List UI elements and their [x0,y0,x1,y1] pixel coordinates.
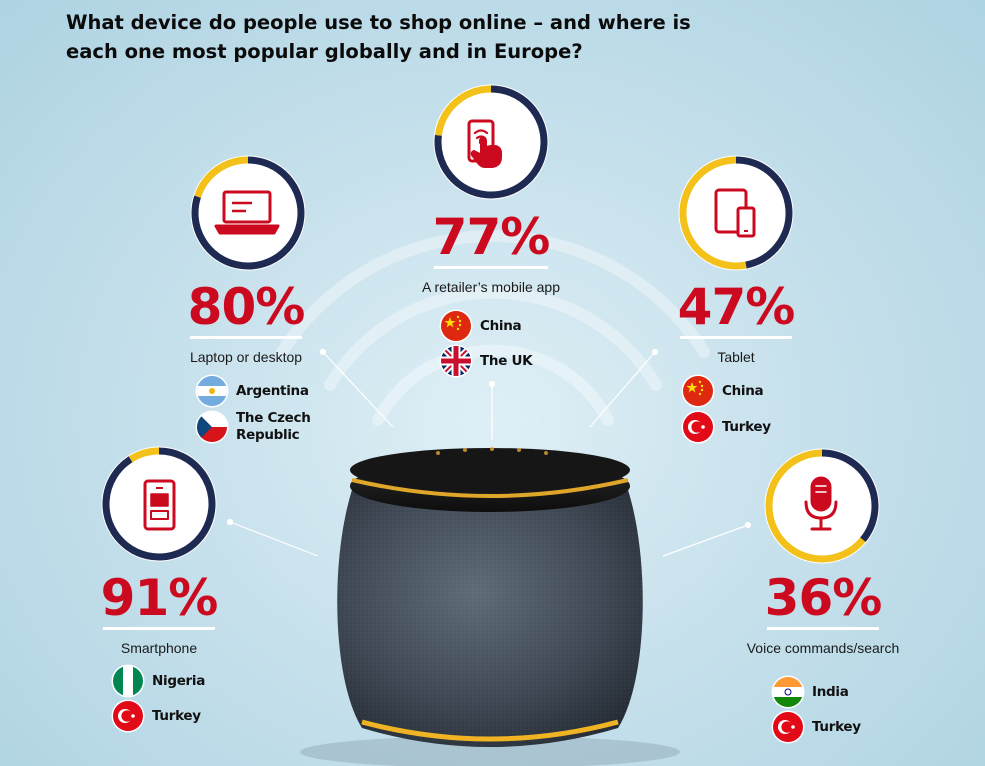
signal-arc-3 [276,230,710,358]
country-voice-1: India [773,677,849,707]
signal-arcs [276,230,710,426]
stat-voice: 36% Voice commands/search [743,573,903,656]
india-flag-icon [773,677,803,707]
country-tablet-1: China [683,376,764,406]
country-name: Turkey [722,418,771,435]
stat-label-app: A retailer’s mobile app [421,279,560,295]
connector-smartphone [229,521,319,557]
underline [434,266,548,269]
donut-remainder-arc-smartphone [128,447,160,463]
country-laptop-2: The Czech Republic [197,410,316,444]
china-flag-icon [683,376,713,406]
donut-remainder-arc-laptop [194,156,249,198]
country-name: Argentina [236,382,309,399]
stat-value-laptop: 80% [187,278,306,336]
underline [767,627,879,630]
signal-arc-2 [324,286,662,391]
country-name: Nigeria [152,672,206,689]
connector-laptop [322,351,394,428]
country-name: Turkey [152,707,201,724]
laptop-icon [214,190,280,235]
turkey-flag-icon [773,712,803,742]
donut-background [678,155,794,271]
stat-value-smartphone: 91% [100,569,219,627]
country-name: Turkey [812,718,861,735]
country-name: The UK [480,352,533,369]
donut-background [433,84,549,200]
turkey-flag-icon [113,701,143,731]
smartphone-icon [143,479,176,531]
stat-app: 77% A retailer’s mobile app [411,212,571,295]
connector-lines [226,348,752,557]
donut-remainder-arc-tablet [679,156,747,270]
china-flag-icon [441,311,471,341]
country-name: China [722,382,764,399]
turkey-flag-icon [683,412,713,442]
donut-value-arc-tablet [735,156,793,269]
donut-remainder-arc-voice [765,449,866,563]
stat-smartphone: 91% Smartphone [79,573,239,656]
donut-value-arc-app [434,85,548,199]
underline [103,627,215,630]
country-smartphone-2: Turkey [113,701,201,731]
stat-label-laptop: Laptop or desktop [189,349,303,365]
donut-background [190,155,306,271]
country-smartphone-1: Nigeria [113,666,205,696]
underline [680,336,792,339]
donut-value-arc-voice [821,449,879,543]
country-name: India [812,683,849,700]
nigeria-flag-icon [113,666,143,696]
microphone-icon [804,476,838,531]
country-name: China [480,317,522,334]
country-voice-2: Turkey [773,712,861,742]
czech-flag-icon [197,412,227,442]
connector-voice [662,524,749,557]
stat-laptop: 80% Laptop or desktop [166,282,326,365]
stat-tablet: 47% Tablet [656,282,816,365]
country-name: The Czech Republic [236,410,311,443]
donut-remainder-arc-app [434,85,492,136]
country-app-2: The UK [441,346,533,376]
page-title: What device do people use to shop online… [66,11,691,63]
stat-value-voice: 36% [764,569,883,627]
stat-value-tablet: 47% [677,278,796,336]
stat-value-app: 77% [432,208,551,266]
underline [190,336,302,339]
smart-speaker-image [300,447,680,766]
connector-tablet [589,351,656,428]
donut-tablet [678,155,794,271]
country-laptop-1: Argentina [197,376,309,406]
phone-tap-icon [467,119,502,168]
signal-arc-1 [372,344,614,426]
country-app-1: China [441,311,522,341]
stat-label-smartphone: Smartphone [120,640,198,656]
donut-value-arc-smartphone [102,447,216,561]
donut-app [433,84,549,200]
tablet-icon [714,188,756,238]
country-tablet-2: Turkey [683,412,771,442]
stat-label-tablet: Tablet [717,349,755,365]
donut-laptop [190,155,306,271]
uk-flag-icon [441,346,471,376]
donut-value-arc-laptop [191,156,305,270]
argentina-flag-icon [197,376,227,406]
stat-label-voice: Voice commands/search [746,640,900,656]
